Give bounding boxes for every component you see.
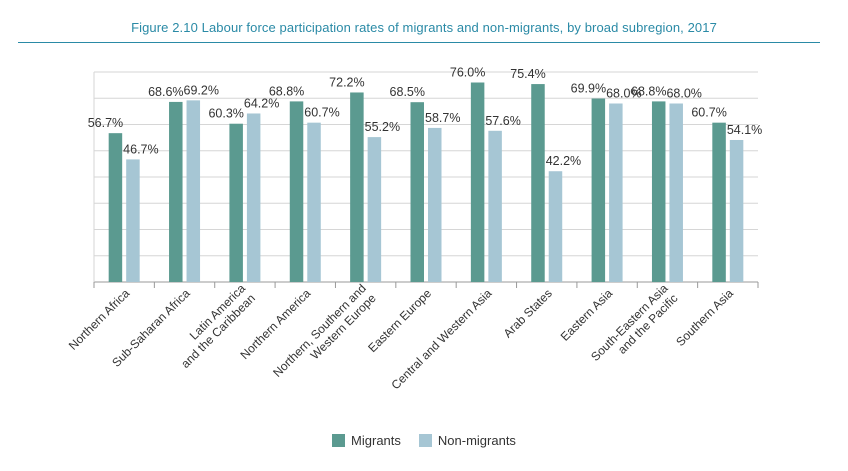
- value-label-non-migrants: 54.1%: [727, 123, 762, 137]
- value-label-non-migrants: 68.0%: [666, 87, 701, 101]
- bar-non-migrants: [307, 122, 321, 282]
- bar-migrants: [169, 101, 183, 282]
- value-label-migrants: 60.7%: [691, 106, 726, 120]
- category-label: Arab States: [501, 286, 555, 340]
- bar-migrants: [410, 102, 424, 282]
- bar-migrants: [229, 123, 243, 283]
- bar-non-migrants: [246, 113, 261, 282]
- value-label-migrants: 69.9%: [571, 82, 606, 96]
- bar-migrants: [531, 84, 545, 282]
- value-label-non-migrants: 55.2%: [365, 120, 400, 134]
- legend-item-non-migrants: Non-migrants: [418, 433, 516, 448]
- bar-migrants: [289, 101, 304, 283]
- value-label-non-migrants: 42.2%: [546, 154, 581, 168]
- value-label-migrants: 56.7%: [88, 116, 123, 130]
- value-label-migrants: 75.4%: [510, 67, 545, 81]
- value-labels: 56.7%46.7%68.6% 69.2%60.3%64.2%68.8%60.7%…: [88, 66, 763, 169]
- bar-non-migrants: [367, 137, 382, 282]
- bar-migrants: [712, 122, 726, 282]
- value-label-migrants: 68.8%: [631, 84, 666, 98]
- category-label: Central and Western Asia: [389, 286, 495, 392]
- value-label-migrants: 68.5%: [390, 85, 425, 99]
- title-divider: [18, 42, 820, 43]
- bar-migrants: [470, 82, 485, 282]
- category-label: Northern Africa: [66, 286, 133, 353]
- legend-swatch-migrants: [332, 434, 346, 447]
- value-label-migrants: 60.3%: [208, 107, 243, 121]
- bar-non-migrants: [548, 171, 563, 282]
- bar-non-migrants: [126, 159, 140, 282]
- value-label-non-migrants: 46.7%: [123, 142, 158, 156]
- value-label-migrants: 68.8%: [269, 84, 304, 98]
- bars: [108, 82, 744, 283]
- value-label-non-migrants: 64.2%: [244, 96, 279, 110]
- bar-non-migrants: [488, 130, 502, 282]
- value-label-migrants: 76.0%: [450, 66, 485, 80]
- bar-migrants: [350, 92, 364, 282]
- chart-title: Figure 2.10 Labour force participation r…: [131, 20, 717, 35]
- value-label-non-migrants: 68.0%: [606, 87, 641, 101]
- category-label: Eastern Europe: [365, 286, 434, 355]
- category-label: Southern Asia: [673, 286, 736, 349]
- value-label-non-migrants: 69.2%: [184, 83, 219, 97]
- legend-item-migrants: Migrants: [332, 433, 401, 448]
- value-label-non-migrants: 57.6%: [485, 114, 520, 128]
- bar-non-migrants: [729, 139, 744, 282]
- bar-migrants: [591, 98, 606, 282]
- bar-non-migrants: [609, 103, 623, 282]
- bar-chart: 56.7%46.7%68.6% 69.2%60.3%64.2%68.8%60.7%…: [66, 66, 763, 393]
- value-label-non-migrants: 60.7%: [304, 106, 339, 120]
- bar-migrants: [651, 101, 666, 283]
- grid-lines: [93, 71, 758, 283]
- legend-swatch-non-migrants: [418, 434, 432, 447]
- legend-label-migrants: Migrants: [351, 433, 401, 448]
- legend: Migrants Non-migrants: [0, 433, 848, 448]
- value-label-migrants: 72.2%: [329, 75, 364, 89]
- value-label-migrants: 68.6%: [148, 85, 183, 99]
- legend-label-non-migrants: Non-migrants: [437, 433, 516, 448]
- bar-migrants: [108, 133, 123, 282]
- bar-non-migrants: [186, 100, 201, 282]
- category-label: Northern, Southern andWestern Europe: [270, 281, 379, 390]
- bar-non-migrants: [669, 103, 683, 282]
- value-label-non-migrants: 58.7%: [425, 111, 460, 125]
- bar-non-migrants: [428, 127, 442, 282]
